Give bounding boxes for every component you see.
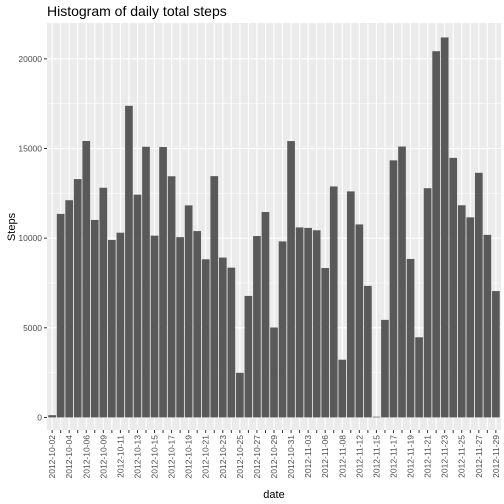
bar — [432, 51, 440, 418]
bar — [56, 213, 65, 418]
bar — [483, 234, 492, 418]
bar — [125, 105, 133, 418]
x-tick-label: 2012-10-27 — [252, 435, 262, 479]
x-tick-label: 2012-10-15 — [150, 435, 160, 479]
bar — [449, 157, 458, 418]
bar — [90, 219, 99, 418]
x-tick-label: 2012-10-23 — [218, 435, 228, 479]
bar — [287, 141, 295, 418]
bar — [364, 285, 372, 418]
bar — [381, 319, 389, 418]
x-tick-label: 2012-10-11 — [115, 435, 125, 478]
x-tick-label: 2012-11-23 — [440, 435, 450, 478]
x-tick-label: 2012-10-02 — [47, 435, 57, 479]
bar — [108, 239, 116, 418]
y-tick-label: 10000 — [18, 233, 42, 243]
bar — [415, 337, 423, 418]
bar — [82, 140, 91, 418]
y-tick-label: 0 — [37, 412, 42, 422]
bar — [270, 327, 278, 418]
bar — [176, 237, 184, 418]
x-tick-label: 2012-11-21 — [423, 435, 433, 478]
bar — [184, 205, 193, 418]
x-tick-label: 2012-10-29 — [269, 435, 279, 479]
x-tick-label: 2012-10-25 — [235, 435, 245, 479]
x-tick-label: 2012-11-17 — [388, 435, 398, 478]
bar — [218, 257, 227, 418]
bar — [406, 258, 415, 418]
bar — [338, 359, 347, 418]
y-tick-label: 15000 — [18, 144, 42, 154]
x-axis-title: date — [263, 489, 284, 501]
x-tick-label: 2012-10-21 — [201, 435, 211, 479]
x-tick-label: 2012-10-17 — [167, 435, 177, 479]
chart-title: Histogram of daily total steps — [47, 3, 227, 19]
x-tick-label: 2012-11-27 — [474, 435, 484, 478]
bar — [236, 372, 244, 418]
bar — [278, 241, 287, 418]
bar — [48, 415, 56, 418]
bar — [244, 295, 253, 418]
bar — [295, 227, 304, 418]
x-tick-label: 2012-11-29 — [491, 435, 501, 478]
x-tick-label: 2012-10-19 — [184, 435, 194, 479]
x-tick-label: 2012-11-03 — [303, 435, 313, 478]
bar — [150, 235, 159, 418]
bar — [466, 217, 475, 418]
bar — [474, 172, 483, 418]
x-tick-label: 2012-10-13 — [132, 435, 142, 479]
bar — [346, 191, 355, 418]
bar — [389, 160, 398, 418]
bar — [99, 187, 108, 418]
bar — [492, 291, 500, 418]
y-axis-title: Steps — [6, 212, 18, 241]
x-axis-ticks: 2012-10-02 2012-10-04 2012-10-06 2012-10-09… — [47, 430, 501, 478]
bar — [321, 268, 330, 418]
x-tick-label: 2012-10-31 — [286, 435, 296, 479]
x-tick-label: 2012-11-06 — [320, 435, 330, 478]
bar — [304, 227, 312, 418]
bar — [159, 147, 167, 418]
bar — [116, 232, 125, 418]
bar — [133, 194, 142, 418]
x-tick-label: 2012-10-04 — [64, 435, 74, 479]
bar — [227, 267, 236, 418]
bar — [210, 176, 219, 418]
x-tick-label: 2012-11-15 — [371, 435, 381, 478]
bar — [372, 416, 381, 418]
x-tick-label: 2012-10-09 — [98, 435, 108, 479]
bar — [312, 230, 321, 418]
x-tick-label: 2012-11-25 — [457, 435, 467, 478]
bar — [329, 186, 338, 418]
bars — [48, 37, 500, 418]
bar — [457, 205, 466, 418]
bar — [193, 231, 202, 418]
bar — [261, 212, 270, 418]
bar — [355, 224, 364, 418]
bar — [73, 179, 82, 418]
x-tick-label: 2012-11-12 — [354, 435, 364, 478]
bar — [253, 236, 261, 418]
bar — [142, 146, 150, 418]
bar — [201, 259, 210, 418]
bar — [423, 188, 432, 418]
bar — [440, 37, 449, 418]
y-tick-label: 5000 — [23, 323, 42, 333]
y-tick-label: 20000 — [18, 54, 42, 64]
x-tick-label: 2012-11-08 — [337, 435, 347, 478]
bar — [167, 176, 176, 418]
y-axis-ticks: 0 5000 10000 15000 20000 — [18, 54, 47, 422]
x-tick-label: 2012-11-19 — [406, 435, 416, 478]
x-tick-label: 2012-10-06 — [81, 435, 91, 479]
bar — [65, 200, 74, 418]
bar — [398, 146, 406, 418]
